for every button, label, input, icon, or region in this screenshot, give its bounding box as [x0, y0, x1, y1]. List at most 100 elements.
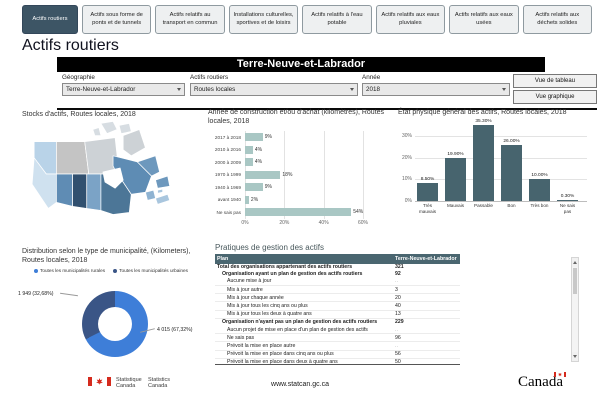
province-pe[interactable]: [157, 188, 163, 194]
tab-actifs-relatifs-a-l-eau-potable[interactable]: Actifs relatifs à l'eau potable: [302, 5, 372, 34]
table-row[interactable]: Prévoit la mise en place autre..: [215, 342, 460, 351]
tab-installations-culturelles-sportives-et-de-loisirs[interactable]: Installations culturelles, sportives et …: [228, 5, 299, 34]
table-row[interactable]: Aucun projet de mise en place d'un plan …: [215, 326, 460, 335]
scroll-down-button[interactable]: [572, 352, 578, 361]
agency-name-fr: Statistique Canada: [116, 377, 142, 390]
table-row[interactable]: Mis à jour chaque année 20: [215, 294, 460, 303]
table-row[interactable]: Organisation ayant un plan de gestion de…: [215, 271, 460, 278]
bar-avant-1940[interactable]: [245, 195, 249, 204]
donut-legend: Toutes les municipalités rurales Toutes …: [34, 268, 212, 273]
arctic-islands[interactable]: [92, 127, 102, 137]
arctic-islands[interactable]: [118, 123, 132, 135]
scrollbar-thumb[interactable]: [573, 268, 577, 294]
row-label: Prévoit la mise en place dans cinq ans o…: [227, 351, 334, 358]
municipality-donut-panel: Distribution selon le type de municipali…: [12, 247, 212, 372]
bar-1940-a-1969[interactable]: [245, 183, 263, 192]
donut-label-urban: 1 949 (32,68%): [18, 291, 54, 297]
bar-tres-mauvais[interactable]: [417, 182, 438, 202]
map-title: Stocks d'actifs, Routes locales, 2018: [22, 111, 136, 118]
table-row[interactable]: Total des organisations appartenant des …: [215, 264, 460, 271]
bar-1970-a-1999[interactable]: [245, 170, 281, 179]
bar-category-label: Ne sais pas: [216, 209, 242, 215]
scroll-up-button[interactable]: [572, 258, 578, 267]
donut-chart[interactable]: [82, 291, 148, 357]
bar-ne-sais-pas[interactable]: [557, 200, 578, 202]
table-row[interactable]: Aucune mise à jour..: [215, 278, 460, 287]
table-view-button[interactable]: Vue de tableau: [513, 74, 597, 88]
province-ab[interactable]: [56, 173, 73, 207]
graph-view-button[interactable]: Vue graphique: [513, 90, 597, 104]
bar-tres-bon[interactable]: [529, 179, 550, 202]
tab-actifs-relatifs-aux-dechets-solides[interactable]: Actifs relatifs aux déchets solides: [522, 5, 592, 34]
tab-actifs-sous-forme-de-ponts-et-de-tunnels[interactable]: Actifs sous forme de ponts et de tunnels: [81, 5, 152, 34]
province-ns[interactable]: [155, 193, 171, 205]
row-label: Total des organisations appartenant des …: [217, 264, 353, 271]
province-mb[interactable]: [86, 173, 102, 211]
map-panel: Stocks d'actifs, Routes locales, 2018: [22, 110, 200, 228]
table-row[interactable]: Prévoit la mise en place dans cinq ans o…: [215, 351, 460, 359]
row-value: 56: [395, 351, 401, 358]
bar-2017-a-2018[interactable]: [245, 133, 263, 142]
table-row[interactable]: Mis à jour tous les deux à quatre ans 13: [215, 311, 460, 319]
table-row[interactable]: Mis à jour tous les cinq ans ou plus 40: [215, 302, 460, 311]
province-sk[interactable]: [72, 173, 88, 209]
row-value: 40: [395, 303, 401, 310]
table-row[interactable]: Ne sais pas 96: [215, 334, 460, 343]
province-nl-labrador[interactable]: [136, 155, 160, 177]
construction-chart: 2017 à 2018 9% 2010 à 2016 4% 2000 à 2009 4% 1…: [208, 131, 373, 220]
tab-actifs-relatifs-aux-eaux-pluviales[interactable]: Actifs relatifs aux eaux pluviales: [375, 5, 446, 34]
bar-row: 2017 à 2018 9%: [208, 131, 373, 144]
legend-item-urban[interactable]: Toutes les municipalités urbaines: [113, 268, 188, 273]
row-label: Mis à jour chaque année: [227, 294, 284, 301]
bar-row: 2000 à 2009 4%: [208, 156, 373, 169]
leader-line: [60, 292, 78, 297]
table-title: Pratiques de gestion des actifs: [215, 243, 324, 252]
province-nl-island[interactable]: [155, 175, 171, 189]
bar-mauvais[interactable]: [445, 157, 466, 202]
asset-select[interactable]: Routes locales: [190, 83, 358, 96]
year-select[interactable]: 2018: [362, 83, 510, 96]
bar-bon[interactable]: [501, 144, 522, 202]
x-axis: 0% 20% 40% 60%: [241, 219, 392, 227]
table-row[interactable]: Prévoit la mise en place dans deux à qua…: [215, 359, 460, 364]
table-scrollbar[interactable]: [571, 257, 579, 362]
tab-actifs-relatifs-aux-eaux-usees[interactable]: Actifs relatifs aux eaux usées: [449, 5, 519, 34]
bar-value-label: 10.00%: [531, 173, 548, 179]
bar-value-label: 35.30%: [475, 118, 492, 124]
table-row[interactable]: Organisation n'ayant pas un plan de gest…: [215, 319, 460, 326]
x-category-label: Très bon: [530, 203, 549, 209]
row-label: Organisation n'ayant pas un plan de gest…: [222, 319, 378, 326]
x-category-label: Mauvais: [446, 203, 465, 209]
y-tick-label: 10%: [401, 176, 412, 183]
bar-value-label: 18%: [282, 171, 293, 178]
bar-passable[interactable]: [473, 124, 494, 202]
arctic-islands[interactable]: [100, 121, 118, 135]
statcan-url[interactable]: www.statcan.gc.ca: [271, 381, 329, 388]
table-row[interactable]: Mis à jour autre 3: [215, 286, 460, 295]
tab-actifs-routiers[interactable]: Actifs routiers: [22, 5, 78, 34]
asset-management-table: Plan Terre-Neuve-et-Labrador Total des o…: [215, 254, 460, 365]
row-label: Mis à jour autre: [227, 286, 263, 293]
bar-2010-a-2016[interactable]: [245, 145, 253, 154]
bar-2000-a-2009[interactable]: [245, 158, 253, 167]
province-nt[interactable]: [56, 141, 90, 175]
bar-ne-sais-pas[interactable]: [245, 208, 352, 217]
x-tick-label: 0%: [241, 219, 249, 226]
bar-column: 10.00%: [529, 173, 550, 202]
legend-item-rural[interactable]: Toutes les municipalités rurales: [34, 268, 105, 273]
x-category-label: Passable: [474, 203, 493, 209]
tab-actifs-relatifs-au-transport-en-commun[interactable]: Actifs relatifs au transport en commun: [155, 5, 225, 34]
bar-value-label: 19.90%: [447, 151, 464, 157]
gridline: [323, 131, 325, 220]
asset-value: Routes locales: [194, 86, 236, 93]
bar-category-label: 2000 à 2009: [214, 159, 241, 165]
geography-select[interactable]: Terre-Neuve-et-Labrador: [62, 83, 185, 96]
bar-value-label: 4%: [254, 146, 263, 153]
province-baffin[interactable]: [122, 129, 146, 157]
row-value: 96: [395, 334, 401, 341]
province-nb[interactable]: [145, 189, 156, 201]
x-tick-label: 60%: [357, 219, 369, 226]
bar-value-label: 54%: [353, 209, 364, 216]
condition-chart-title: État physique général des actifs, Routes…: [398, 109, 567, 116]
row-label: Aucun projet de mise en place d'un plan …: [227, 326, 368, 333]
